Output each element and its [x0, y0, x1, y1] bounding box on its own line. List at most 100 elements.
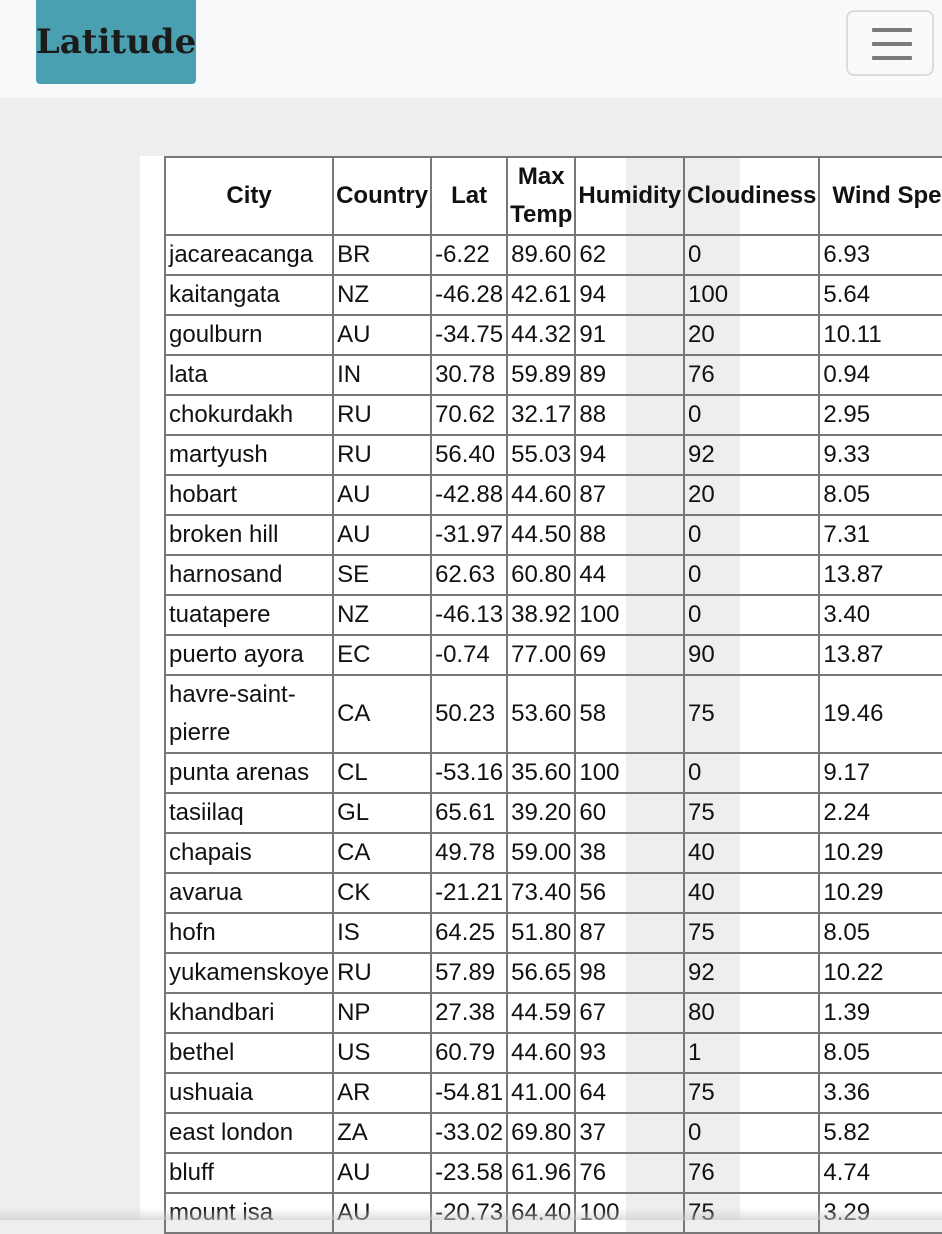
cell-humidity: 100 [574, 1192, 686, 1234]
navbar: Latitude [0, 0, 942, 98]
cell-max-temp: 51.80 [506, 912, 577, 954]
table-row: punta arenas CL -53.16 35.60 100 0 9.17 [163, 752, 942, 794]
cell-lat: -34.75 [430, 314, 509, 356]
cell-country: AU [332, 1152, 433, 1194]
cell-humidity: 91 [574, 314, 686, 356]
cell-cloudiness: 76 [683, 354, 821, 396]
cell-cloudiness: 75 [683, 792, 821, 834]
cell-max-temp: 64.40 [506, 1192, 577, 1234]
column-header-humidity: Humidity [574, 156, 686, 236]
cell-max-temp: 69.80 [506, 1112, 577, 1154]
cell-country: AU [332, 514, 433, 556]
cell-country: GL [332, 792, 433, 834]
cell-lat: -42.88 [430, 474, 509, 516]
column-header-lat: Lat [430, 156, 509, 236]
cell-max-temp: 38.92 [506, 594, 577, 636]
cell-wind-speed: 5.64 [818, 274, 942, 316]
table-row: puerto ayora EC -0.74 77.00 69 90 13.87 [163, 634, 942, 676]
cell-humidity: 64 [574, 1072, 686, 1114]
table-row: bethel US 60.79 44.60 93 1 8.05 [163, 1032, 942, 1074]
cell-humidity: 60 [574, 792, 686, 834]
cell-humidity: 94 [574, 434, 686, 476]
cell-lat: 57.89 [430, 952, 509, 994]
cell-max-temp: 73.40 [506, 872, 577, 914]
cell-cloudiness: 0 [683, 1112, 821, 1154]
table-row: havre-saint-pierre CA 50.23 53.60 58 75 19.46 [163, 674, 942, 754]
cell-lat: 56.40 [430, 434, 509, 476]
cell-lat: -21.21 [430, 872, 509, 914]
cell-lat: -46.13 [430, 594, 509, 636]
cell-country: EC [332, 634, 433, 676]
table-row: martyush RU 56.40 55.03 94 92 9.33 [163, 434, 942, 476]
cell-wind-speed: 10.29 [818, 872, 942, 914]
cell-humidity: 87 [574, 912, 686, 954]
cell-lat: 30.78 [430, 354, 509, 396]
table-header-row: City Country Lat Max Temp Humidity Cloud… [163, 156, 942, 236]
cell-max-temp: 61.96 [506, 1152, 577, 1194]
cell-city: broken hill [163, 514, 335, 556]
cell-city: avarua [163, 872, 335, 914]
cell-lat: 27.38 [430, 992, 509, 1034]
navbar-toggler-button[interactable] [846, 10, 934, 76]
cell-country: IN [332, 354, 433, 396]
cell-country: AU [332, 314, 433, 356]
cell-wind-speed: 8.05 [818, 474, 942, 516]
cell-max-temp: 53.60 [506, 674, 577, 754]
cell-humidity: 88 [574, 394, 686, 436]
cell-wind-speed: 9.33 [818, 434, 942, 476]
cell-lat: -54.81 [430, 1072, 509, 1114]
cell-wind-speed: 8.05 [818, 1032, 942, 1074]
cell-country: NZ [332, 274, 433, 316]
cell-wind-speed: 3.40 [818, 594, 942, 636]
cell-max-temp: 59.89 [506, 354, 577, 396]
cell-cloudiness: 75 [683, 1192, 821, 1234]
cell-humidity: 93 [574, 1032, 686, 1074]
table-row: goulburn AU -34.75 44.32 91 20 10.11 [163, 314, 942, 356]
brand-link[interactable]: Latitude [36, 0, 196, 84]
cell-wind-speed: 13.87 [818, 554, 942, 596]
cell-humidity: 56 [574, 872, 686, 914]
cell-max-temp: 59.00 [506, 832, 577, 874]
cell-city: punta arenas [163, 752, 335, 794]
table-row: yukamenskoye RU 57.89 56.65 98 92 10.22 [163, 952, 942, 994]
cell-country: AU [332, 474, 433, 516]
cell-cloudiness: 0 [683, 234, 821, 276]
cell-country: ZA [332, 1112, 433, 1154]
cell-cloudiness: 75 [683, 1072, 821, 1114]
cell-lat: 49.78 [430, 832, 509, 874]
cell-max-temp: 35.60 [506, 752, 577, 794]
cell-humidity: 100 [574, 752, 686, 794]
cell-wind-speed: 3.36 [818, 1072, 942, 1114]
cell-city: hofn [163, 912, 335, 954]
cell-humidity: 37 [574, 1112, 686, 1154]
cell-city: puerto ayora [163, 634, 335, 676]
cell-lat: 50.23 [430, 674, 509, 754]
cell-country: NZ [332, 594, 433, 636]
cell-city: havre-saint-pierre [163, 674, 335, 754]
cell-cloudiness: 0 [683, 554, 821, 596]
cell-country: AR [332, 1072, 433, 1114]
column-header-wind-speed: Wind Speed [818, 156, 942, 236]
hamburger-menu-icon [872, 28, 912, 60]
table-row: hobart AU -42.88 44.60 87 20 8.05 [163, 474, 942, 516]
cell-wind-speed: 9.17 [818, 752, 942, 794]
cell-humidity: 62 [574, 234, 686, 276]
cell-cloudiness: 20 [683, 474, 821, 516]
cell-city: bluff [163, 1152, 335, 1194]
cell-lat: -0.74 [430, 634, 509, 676]
cell-max-temp: 60.80 [506, 554, 577, 596]
cell-city: yukamenskoye [163, 952, 335, 994]
column-header-max-temp: Max Temp [506, 156, 577, 236]
cell-max-temp: 41.00 [506, 1072, 577, 1114]
cell-humidity: 88 [574, 514, 686, 556]
cell-country: NP [332, 992, 433, 1034]
cell-max-temp: 77.00 [506, 634, 577, 676]
cell-max-temp: 44.50 [506, 514, 577, 556]
cell-city: harnosand [163, 554, 335, 596]
table-row: bluff AU -23.58 61.96 76 76 4.74 [163, 1152, 942, 1194]
table-row: khandbari NP 27.38 44.59 67 80 1.39 [163, 992, 942, 1034]
table-row: harnosand SE 62.63 60.80 44 0 13.87 [163, 554, 942, 596]
cell-city: hobart [163, 474, 335, 516]
table-row: mount isa AU -20.73 64.40 100 75 3.29 [163, 1192, 942, 1234]
cell-country: US [332, 1032, 433, 1074]
